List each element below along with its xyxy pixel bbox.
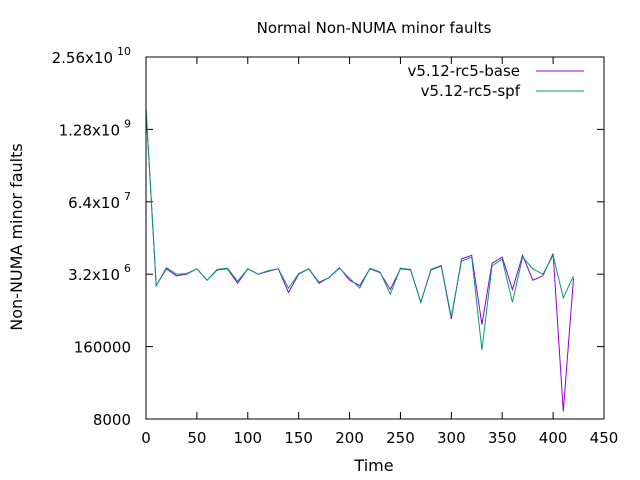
legend: v5.12-rc5-base v5.12-rc5-spf bbox=[408, 62, 584, 100]
plot-area: 0 50 100 150 200 250 300 350 400 450 8000 160000 3.2… bbox=[52, 45, 619, 447]
x-tick-label: 200 bbox=[335, 429, 364, 447]
y-tick-label: 6.4x10 7 bbox=[68, 190, 131, 212]
x-tick-label: 350 bbox=[488, 429, 517, 447]
y-tick-label: 160000 bbox=[74, 339, 131, 357]
y-tick-label: 1.28x10 9 bbox=[59, 117, 131, 139]
series-line-2 bbox=[145, 108, 574, 350]
y-tick-exponent: 6 bbox=[124, 262, 131, 275]
x-tick-label: 300 bbox=[437, 429, 466, 447]
y-axis-title: Non-NUMA minor faults bbox=[7, 143, 26, 330]
x-tick-label: 150 bbox=[284, 429, 313, 447]
legend-label: v5.12-rc5-spf bbox=[421, 82, 521, 100]
y-tick-exponent: 10 bbox=[117, 45, 131, 58]
x-tick-label: 450 bbox=[590, 429, 619, 447]
chart-title: Normal Non-NUMA minor faults bbox=[257, 19, 492, 37]
x-tick-label: 250 bbox=[386, 429, 415, 447]
y-tick-label: 8000 bbox=[93, 411, 131, 429]
x-axis-title: Time bbox=[353, 456, 393, 475]
x-tick-label: 400 bbox=[539, 429, 568, 447]
legend-label: v5.12-rc5-base bbox=[408, 62, 521, 80]
x-tick-label: 0 bbox=[141, 429, 151, 447]
y-tick-exponent: 7 bbox=[124, 190, 131, 203]
x-tick-label: 50 bbox=[187, 429, 206, 447]
plot-frame bbox=[145, 56, 605, 420]
y-tick-label: 3.2x10 6 bbox=[68, 262, 131, 284]
y-tick-label: 2.56x10 10 bbox=[52, 45, 131, 67]
y-tick-exponent: 9 bbox=[124, 117, 131, 130]
x-tick-label: 100 bbox=[233, 429, 262, 447]
